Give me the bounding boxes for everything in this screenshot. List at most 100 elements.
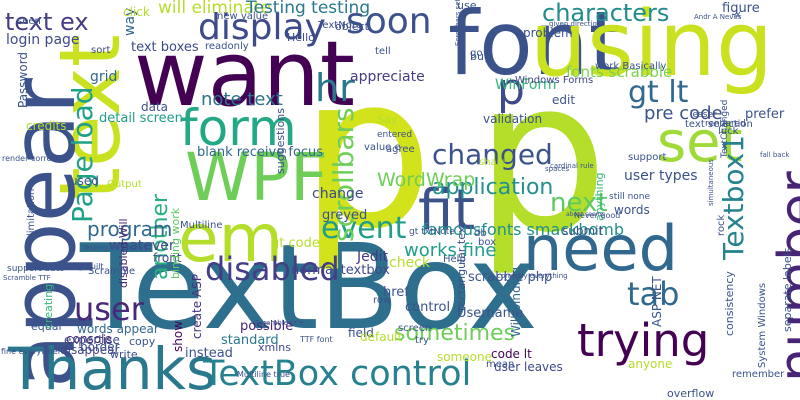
word-luck-127: luck bbox=[718, 126, 739, 137]
word-screen-138: screen bbox=[398, 323, 432, 334]
word-wordwrap-40: WordWrap bbox=[377, 169, 476, 191]
word-detail-screen-56: detail screen bbox=[99, 111, 183, 126]
word-gt-code-58: gt code bbox=[271, 236, 320, 251]
word-creating-110: creating bbox=[42, 283, 55, 329]
word-trying-16: trying bbox=[577, 314, 710, 367]
word-support-99: support bbox=[628, 152, 667, 163]
word-rock-128: rock bbox=[716, 214, 727, 236]
word-password-52: Password bbox=[16, 51, 30, 108]
word-login-page-51: login page bbox=[6, 32, 80, 48]
word-check-81: check bbox=[389, 255, 430, 271]
word-fonts-scrabble-47: fonts scrabble bbox=[566, 63, 673, 81]
word-user-leaves-104: user leaves bbox=[494, 360, 563, 374]
word-andr-a-neves-168: Andr A Neves bbox=[694, 13, 742, 21]
word-gt-lt-29: gt lt bbox=[628, 75, 689, 110]
word-say-119: Say bbox=[377, 113, 398, 126]
word-text-ex-35: text ex bbox=[5, 8, 89, 36]
word-possible-60: possible bbox=[240, 319, 294, 334]
word-change-77: change bbox=[312, 186, 364, 202]
word-still-none-152: still none bbox=[609, 192, 651, 202]
word-overflow-143: overflow bbox=[667, 387, 715, 400]
word-changed-27: changed bbox=[432, 138, 553, 171]
word-create-asp-59: create ASP bbox=[190, 274, 204, 339]
word-fine-everywhere-149: fine everywhere bbox=[1, 347, 66, 356]
word-given-direction-164: given direction bbox=[549, 20, 602, 28]
word-user-types-43: user types bbox=[624, 168, 698, 184]
word-default-137: default bbox=[360, 330, 403, 344]
word-entered-120: entered bbox=[377, 130, 413, 140]
word-text-selection-96: text selection bbox=[685, 119, 753, 130]
word-correctly-everything-158: correctly everything bbox=[497, 272, 568, 280]
word-share-123: share bbox=[479, 157, 507, 168]
word-user-26: user bbox=[74, 290, 144, 328]
word-application-33: application bbox=[432, 175, 554, 200]
word-p-19: p bbox=[497, 64, 525, 115]
word-event-24: event bbox=[321, 211, 407, 246]
word-copy-107: copy bbox=[129, 335, 156, 348]
word-validation-98: validation bbox=[483, 112, 543, 126]
word-db-134: db bbox=[474, 228, 487, 239]
word-binding-work-74: binding work bbox=[169, 207, 182, 279]
word-textnote-132: TextNote bbox=[318, 20, 362, 31]
word-testing-fontfamily-151: Testing FontFamily bbox=[83, 244, 148, 252]
word-using-5: using bbox=[530, 0, 774, 97]
word-p-1: p bbox=[300, 30, 434, 275]
word-agree-122: agree bbox=[386, 144, 415, 155]
word-click-114: click bbox=[123, 5, 150, 19]
word-output-144: Output bbox=[107, 179, 142, 190]
word-expertise-63: expertise bbox=[64, 333, 120, 347]
word-separate-labels-100: separate labels bbox=[781, 247, 794, 332]
word-console-61: console bbox=[66, 332, 112, 346]
word-standard-65: standard bbox=[221, 333, 279, 348]
word-scramble-ttf-156: Scramble TTF bbox=[3, 274, 51, 282]
word-want-4: want bbox=[134, 22, 356, 127]
word-box-133: box bbox=[478, 237, 497, 248]
word-help-135: Help bbox=[443, 254, 466, 265]
word-next-34: next bbox=[550, 188, 608, 218]
word-characters-28: characters bbox=[542, 0, 670, 27]
word-prefer-95: prefer bbox=[745, 107, 785, 122]
word-spaces-166: spaces bbox=[545, 165, 570, 173]
word-text-boxes-46: text boxes bbox=[131, 40, 199, 55]
word-wpf-10: WPF bbox=[185, 139, 329, 216]
word-pre-code-41: pre code bbox=[644, 103, 723, 124]
word-figure-94: figure bbox=[722, 1, 760, 16]
word-try-139: try bbox=[415, 335, 429, 346]
word-soon-20: soon bbox=[346, 1, 432, 42]
word-work-basically-124: work Basically bbox=[595, 61, 667, 72]
word-em-11: em bbox=[178, 200, 283, 277]
word-code-lt-85: code lt bbox=[491, 347, 532, 361]
word-program-38: program bbox=[87, 217, 173, 241]
word-suggestions-112: suggestions bbox=[274, 108, 287, 174]
word-show-67: show bbox=[171, 320, 185, 352]
word-scramble-title-163: Scramble title bbox=[255, 319, 304, 327]
word-display-21: display bbox=[198, 7, 326, 48]
word-need-9: need bbox=[523, 212, 678, 285]
word-support-auto-147: support auto bbox=[7, 264, 65, 274]
word-value-e-121: value e bbox=[364, 142, 401, 153]
word-normal-textbox-76: normal textbox bbox=[291, 263, 390, 278]
word-words-appear-64: words appear bbox=[77, 322, 159, 336]
word-tell-118: tell bbox=[375, 46, 391, 57]
word-use-130: use bbox=[457, 0, 477, 12]
word-textbox-0: TextBox bbox=[80, 218, 538, 356]
word-font-3: font bbox=[448, 0, 624, 95]
word-front-68: front bbox=[153, 251, 182, 265]
word-textchanged-161: TextChanged bbox=[720, 99, 730, 158]
word-works-fine-39: works fine bbox=[404, 240, 497, 261]
word-xmlns-106: xmlns bbox=[258, 341, 291, 354]
word-submit-88: submit bbox=[562, 224, 604, 238]
word-greyed-78: greyed bbox=[322, 208, 368, 223]
word-seen-113: seen bbox=[17, 16, 41, 27]
word-will-eliminate-44: will eliminate bbox=[158, 0, 271, 18]
word-note-text-36: note text bbox=[201, 89, 283, 110]
word-whatever-69: whatever bbox=[109, 238, 175, 254]
word-page-load-22: Page load bbox=[66, 86, 99, 223]
word-disabled-23: disabled bbox=[205, 250, 340, 288]
word-sort-55: sort bbox=[91, 45, 111, 56]
word-rendered-125: rendered bbox=[705, 119, 746, 129]
word-object-92: object bbox=[335, 20, 369, 33]
word-form-13: form bbox=[180, 99, 297, 157]
word-blank-receive-focus-57: blank receive focus bbox=[197, 145, 324, 160]
